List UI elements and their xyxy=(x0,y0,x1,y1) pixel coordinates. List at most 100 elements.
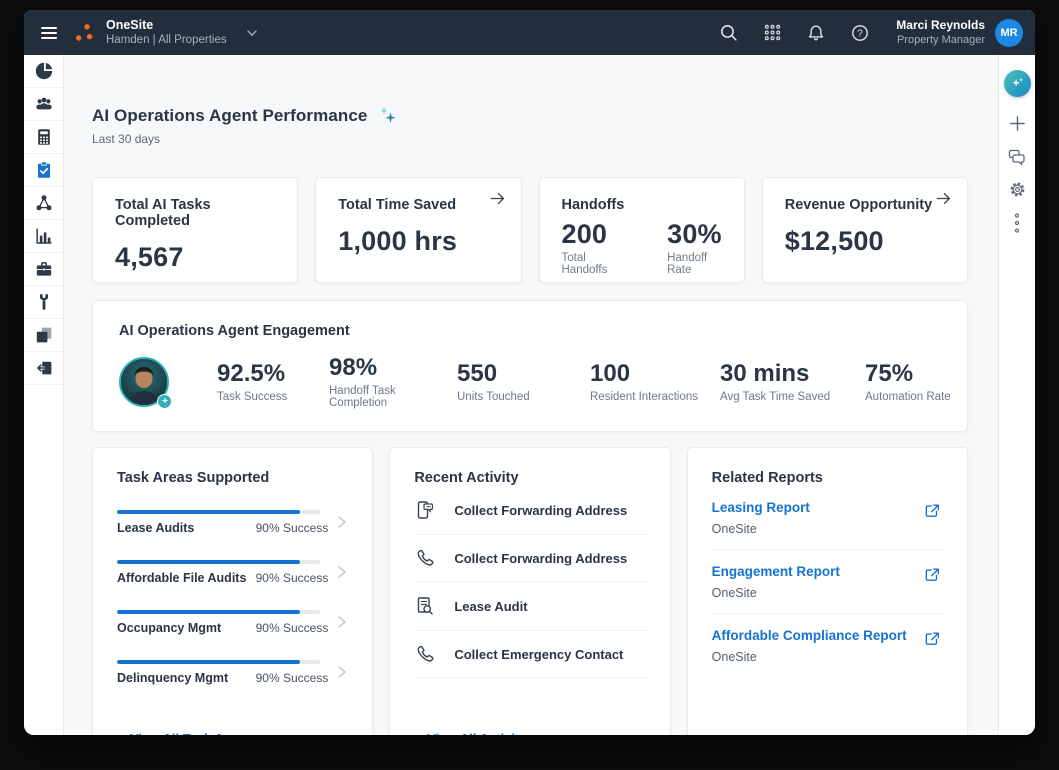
help-icon[interactable]: ? xyxy=(842,15,878,51)
chevron-down-icon[interactable] xyxy=(245,26,259,40)
kpi-value: $12,500 xyxy=(785,226,945,257)
settings-icon[interactable] xyxy=(1008,180,1027,199)
property-selector[interactable]: OneSite Hamden | All Properties xyxy=(106,18,227,48)
sidebar-item-reports[interactable] xyxy=(24,220,63,253)
ai-sparkle-icon xyxy=(377,105,399,127)
external-link-icon[interactable] xyxy=(923,630,941,653)
kpi-card-revenue: Revenue Opportunity $12,500 xyxy=(762,177,968,283)
task-area-success: 90% Success xyxy=(256,521,329,535)
app-switcher-icon[interactable] xyxy=(754,15,790,51)
sms-message-icon xyxy=(414,499,436,521)
kpi-label: Total Time Saved xyxy=(338,197,498,213)
report-source: OneSite xyxy=(712,586,943,600)
report-link[interactable]: Affordable Compliance Report xyxy=(712,628,943,643)
phone-icon xyxy=(414,644,436,664)
external-link-icon[interactable] xyxy=(923,502,941,525)
kpi-label: Revenue Opportunity xyxy=(785,197,945,213)
chevron-right-icon[interactable] xyxy=(336,614,348,630)
task-area-row[interactable]: Lease Audits 90% Success xyxy=(117,510,348,536)
engagement-title: AI Operations Agent Engagement xyxy=(119,323,941,339)
report-row: Engagement Report OneSite xyxy=(712,550,943,614)
search-icon[interactable] xyxy=(710,15,746,51)
user-menu[interactable]: Marci Reynolds Property Manager xyxy=(896,18,985,48)
report-link[interactable]: Engagement Report xyxy=(712,564,943,579)
task-area-success: 90% Success xyxy=(256,671,329,685)
progress-bar xyxy=(117,660,320,664)
onesite-logo-icon xyxy=(74,22,96,44)
page-title: AI Operations Agent Performance xyxy=(92,106,367,126)
related-reports-card: Related Reports Leasing Report OneSite E… xyxy=(687,447,968,735)
sidebar-item-dashboard[interactable] xyxy=(24,55,63,88)
arrow-right-icon[interactable] xyxy=(934,189,953,213)
activity-label: Collect Forwarding Address xyxy=(454,503,627,518)
conversations-icon[interactable] xyxy=(1007,147,1027,167)
recent-activity-title: Recent Activity xyxy=(414,470,645,486)
user-avatar[interactable]: MR xyxy=(995,19,1023,47)
kpi-card-total-tasks: Total AI Tasks Completed 4,567 xyxy=(92,177,298,283)
task-areas-title: Task Areas Supported xyxy=(117,470,348,486)
report-source: OneSite xyxy=(712,522,943,536)
activity-row[interactable]: Collect Emergency Contact xyxy=(414,631,645,678)
task-area-success: 90% Success xyxy=(256,621,329,635)
activity-row[interactable]: Lease Audit xyxy=(414,582,645,631)
sidebar-item-maintenance[interactable] xyxy=(24,286,63,319)
task-areas-card: Task Areas Supported Lease Audits 90% Su… xyxy=(92,447,373,735)
activity-label: Collect Forwarding Address xyxy=(454,551,627,566)
recent-activity-card: Recent Activity Collect Forwarding Addre… xyxy=(389,447,670,735)
sidebar-item-operations[interactable] xyxy=(24,253,63,286)
menu-icon[interactable] xyxy=(32,16,66,50)
activity-row[interactable]: Collect Forwarding Address xyxy=(414,486,645,535)
left-nav xyxy=(24,55,64,735)
task-area-success: 90% Success xyxy=(256,571,329,585)
chevron-right-icon[interactable] xyxy=(336,664,348,680)
kpi-sublabel: Handoff Rate xyxy=(667,252,722,276)
ai-assistant-button[interactable] xyxy=(1004,70,1031,97)
svg-text:?: ? xyxy=(858,28,864,39)
add-icon[interactable] xyxy=(1008,114,1027,133)
view-all-task-areas-link[interactable]: View All Task Areas xyxy=(130,731,251,735)
sidebar-item-accounting[interactable] xyxy=(24,121,63,154)
engagement-card: AI Operations Agent Engagement xyxy=(92,300,968,432)
top-header: OneSite Hamden | All Properties ? Marci … xyxy=(24,10,1035,55)
notifications-icon[interactable] xyxy=(798,15,834,51)
sidebar-item-residents[interactable] xyxy=(24,88,63,121)
page-subtitle: Last 30 days xyxy=(92,132,968,146)
kpi-value: 4,567 xyxy=(115,242,275,273)
arrow-right-icon[interactable] xyxy=(488,189,507,213)
report-link[interactable]: Leasing Report xyxy=(712,500,943,515)
document-search-icon xyxy=(414,595,436,617)
kpi-metric-total-handoffs: 200 Total Handoffs xyxy=(562,219,610,276)
property-context: Hamden | All Properties xyxy=(106,33,227,47)
user-role: Property Manager xyxy=(896,33,985,47)
kpi-value: 200 xyxy=(562,219,610,250)
external-link-icon[interactable] xyxy=(923,566,941,589)
main-content: AI Operations Agent Performance Last 30 … xyxy=(64,55,998,735)
kpi-sublabel: Total Handoffs xyxy=(562,252,610,276)
task-area-row[interactable]: Occupancy Mgmt 90% Success xyxy=(117,610,348,636)
sidebar-item-tasks[interactable] xyxy=(24,154,63,187)
kpi-metric-handoff-rate: 30% Handoff Rate xyxy=(667,219,722,276)
phone-icon xyxy=(414,548,436,568)
task-area-row[interactable]: Affordable File Audits 90% Success xyxy=(117,560,348,586)
task-area-row[interactable]: Delinquency Mgmt 90% Success xyxy=(117,660,348,686)
sidebar-item-workflows[interactable] xyxy=(24,187,63,220)
app-name: OneSite xyxy=(106,18,227,34)
kpi-label: Handoffs xyxy=(562,197,722,213)
progress-bar xyxy=(117,510,320,514)
chevron-right-icon[interactable] xyxy=(336,514,348,530)
kpi-value: 1,000 hrs xyxy=(338,226,498,257)
task-area-label: Lease Audits xyxy=(117,521,194,535)
stat-avg-time-saved: 30 minsAvg Task Time Saved xyxy=(720,360,865,403)
stat-handoff-completion: 98%Handoff Task Completion xyxy=(329,354,457,409)
view-all-activity-link[interactable]: View All Activity xyxy=(427,731,526,735)
report-source: OneSite xyxy=(712,650,943,664)
chevron-right-icon[interactable] xyxy=(336,564,348,580)
related-reports-title: Related Reports xyxy=(712,470,943,486)
more-options-icon[interactable] xyxy=(1013,212,1021,234)
task-area-label: Delinquency Mgmt xyxy=(117,671,228,685)
activity-row[interactable]: Collect Forwarding Address xyxy=(414,535,645,582)
kpi-card-time-saved: Total Time Saved 1,000 hrs xyxy=(315,177,521,283)
sidebar-item-documents[interactable] xyxy=(24,319,63,352)
sidebar-item-sign-out[interactable] xyxy=(24,352,63,385)
app-window: OneSite Hamden | All Properties ? Marci … xyxy=(24,10,1035,735)
